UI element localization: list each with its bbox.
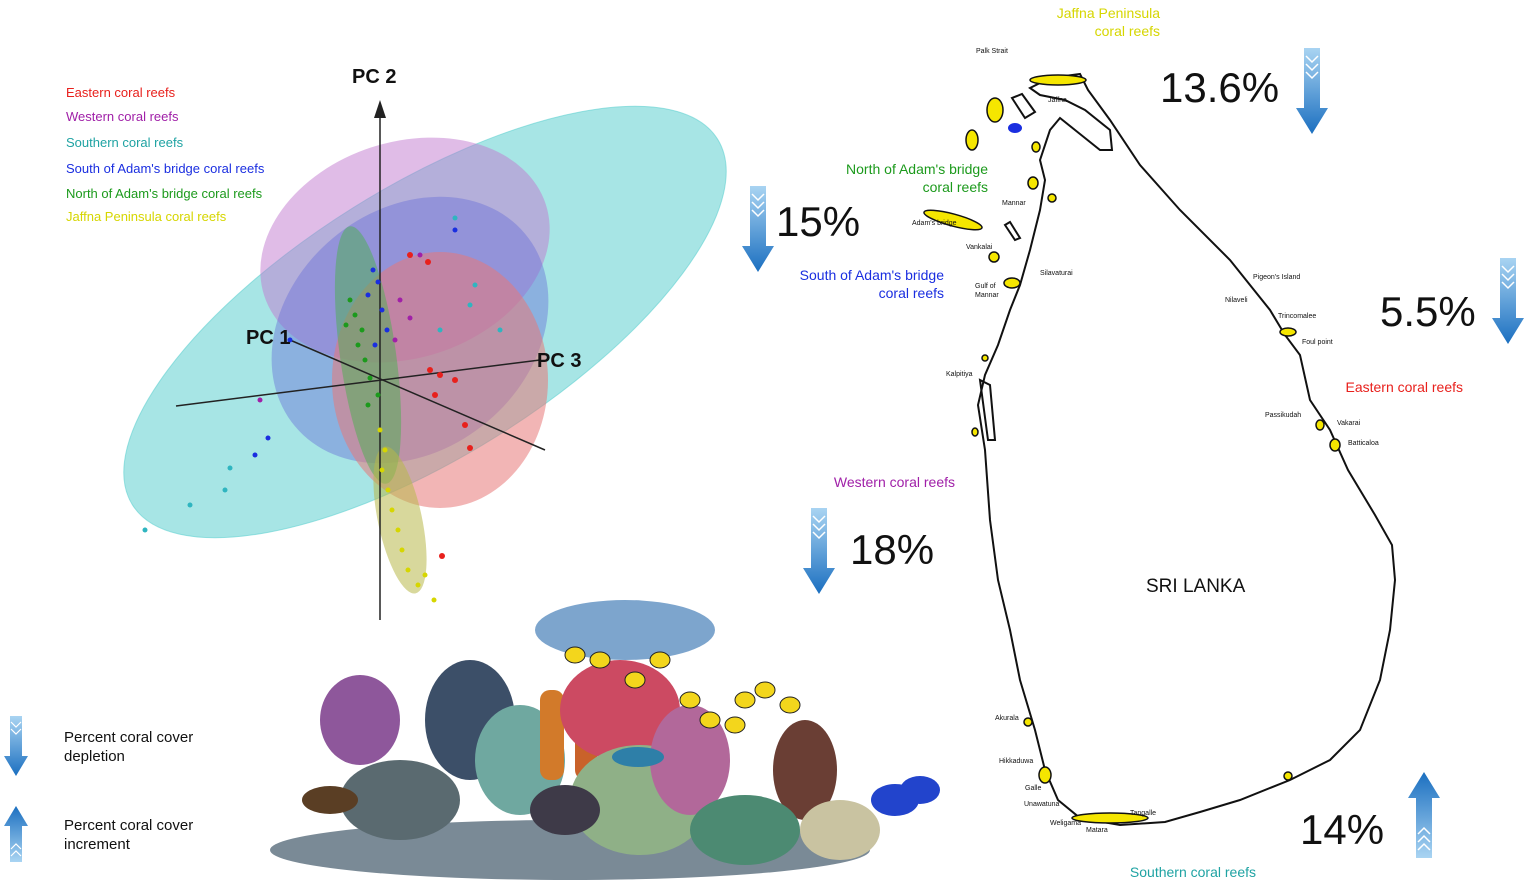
pct-jaffna: 13.6% bbox=[1160, 64, 1280, 111]
pct-eastern: 5.5% bbox=[1380, 288, 1476, 335]
region-north-adam-line2: coral reefs bbox=[922, 179, 988, 195]
place-unawatuna: Unawatuna bbox=[1024, 801, 1060, 808]
arrow-eastern bbox=[1492, 258, 1524, 344]
legend-eastern: Eastern coral reefs bbox=[66, 85, 176, 100]
place-tangalle: Tangalle bbox=[1130, 810, 1157, 817]
arrow-western bbox=[803, 508, 835, 594]
place-matara: Matara bbox=[1086, 827, 1108, 834]
place-foul-point: Foul point bbox=[1302, 339, 1333, 346]
pct-southern: 14% bbox=[1300, 806, 1385, 853]
place-silavaturai: Silavaturai bbox=[1040, 270, 1073, 277]
key-arrow-increment bbox=[4, 806, 28, 862]
mannar-island bbox=[1003, 220, 1022, 242]
pc2-label: PC 2 bbox=[352, 66, 397, 88]
region-south-adam-line2: coral reefs bbox=[878, 285, 944, 301]
coastline bbox=[976, 72, 1397, 827]
region-southern: Southern coral reefs bbox=[1129, 864, 1256, 880]
points-eastern bbox=[407, 252, 473, 559]
legend-north-adam: North of Adam's bridge coral reefs bbox=[66, 186, 263, 201]
place-mannar: Mannar bbox=[1002, 200, 1026, 207]
pc2-arrowhead bbox=[374, 100, 386, 118]
pc3-label: PC 3 bbox=[537, 350, 582, 372]
region-western: Western coral reefs bbox=[833, 474, 955, 490]
place-gulf-of-mannar: Gulf of Mannar bbox=[975, 283, 999, 299]
arrow-north-adam bbox=[742, 186, 774, 272]
region-jaffna: Jaffna Peninsula coral reefs bbox=[1030, 4, 1160, 40]
place-adams-bridge: Adam's bridge bbox=[912, 220, 957, 227]
legend-jaffna: Jaffna Peninsula coral reefs bbox=[66, 209, 227, 224]
place-palk-strait: Palk Strait bbox=[976, 48, 1008, 55]
jaffna-lagoon bbox=[1010, 92, 1037, 120]
ellipsoid-jaffna bbox=[373, 446, 427, 594]
key-arrow-depletion bbox=[4, 716, 28, 776]
region-north-adam-line1: North of Adam's bridge bbox=[846, 161, 988, 177]
place-kalpitiya: Kalpitiya bbox=[946, 371, 973, 378]
pc1-axis bbox=[175, 359, 541, 407]
points-north-adam bbox=[343, 297, 381, 408]
reef-markers bbox=[923, 74, 1341, 824]
key-depletion-label: Percent coral cover depletion bbox=[64, 729, 194, 765]
place-trincomalee: Trincomalee bbox=[1278, 313, 1317, 320]
adams-bridge-south-marker bbox=[1008, 123, 1022, 133]
legend-south-adam: South of Adam's bridge coral reefs bbox=[66, 161, 265, 176]
ellipsoid-north-adam bbox=[334, 226, 402, 484]
place-batticaloa: Batticaloa bbox=[1348, 440, 1379, 447]
region-south-adam-line1: South of Adam's bridge bbox=[799, 267, 944, 283]
pc1-label: PC 1 bbox=[246, 327, 291, 349]
place-passikudah: Passikudah bbox=[1265, 412, 1302, 419]
region-jaffna-line1: Jaffna Peninsula bbox=[1056, 5, 1160, 21]
place-hikkaduwa: Hikkaduwa bbox=[999, 758, 1034, 765]
pca-plot bbox=[123, 100, 727, 620]
region-eastern: Eastern coral reefs bbox=[1345, 379, 1464, 395]
place-akurala: Akurala bbox=[995, 715, 1019, 722]
points-jaffna bbox=[377, 427, 437, 603]
pct-western: 18% bbox=[850, 526, 935, 573]
place-vankalai: Vankalai bbox=[966, 244, 993, 251]
place-pigeons-island: Pigeon's Island bbox=[1253, 274, 1301, 281]
coral-reef-illustration bbox=[270, 600, 940, 880]
region-south-adam: South of Adam's bridge coral reefs bbox=[776, 266, 944, 302]
place-weligama: Weligama bbox=[1050, 820, 1081, 827]
points-south-adam bbox=[252, 227, 458, 458]
legend-western: Western coral reefs bbox=[66, 109, 179, 124]
points-southern bbox=[142, 215, 503, 533]
kalpitiya-peninsula bbox=[978, 378, 997, 441]
arrow-jaffna bbox=[1296, 48, 1328, 134]
place-galle: Galle bbox=[1025, 785, 1042, 792]
pc1-axis-b bbox=[289, 339, 546, 451]
pct-north-adam: 15% bbox=[776, 198, 861, 245]
key-increment-label: Percent coral cover increment bbox=[64, 817, 194, 853]
country-label: SRI LANKA bbox=[1146, 576, 1246, 597]
region-north-adam: North of Adam's bridge coral reefs bbox=[820, 160, 988, 196]
points-western bbox=[257, 252, 423, 403]
place-vakarai: Vakarai bbox=[1337, 420, 1361, 427]
legend-southern: Southern coral reefs bbox=[66, 135, 184, 150]
arrow-southern bbox=[1408, 772, 1440, 858]
place-jaffna: Jaffna bbox=[1048, 97, 1067, 104]
region-jaffna-line2: coral reefs bbox=[1094, 23, 1160, 39]
place-nilaveli: Nilaveli bbox=[1225, 297, 1248, 304]
sri-lanka-map bbox=[976, 72, 1397, 827]
